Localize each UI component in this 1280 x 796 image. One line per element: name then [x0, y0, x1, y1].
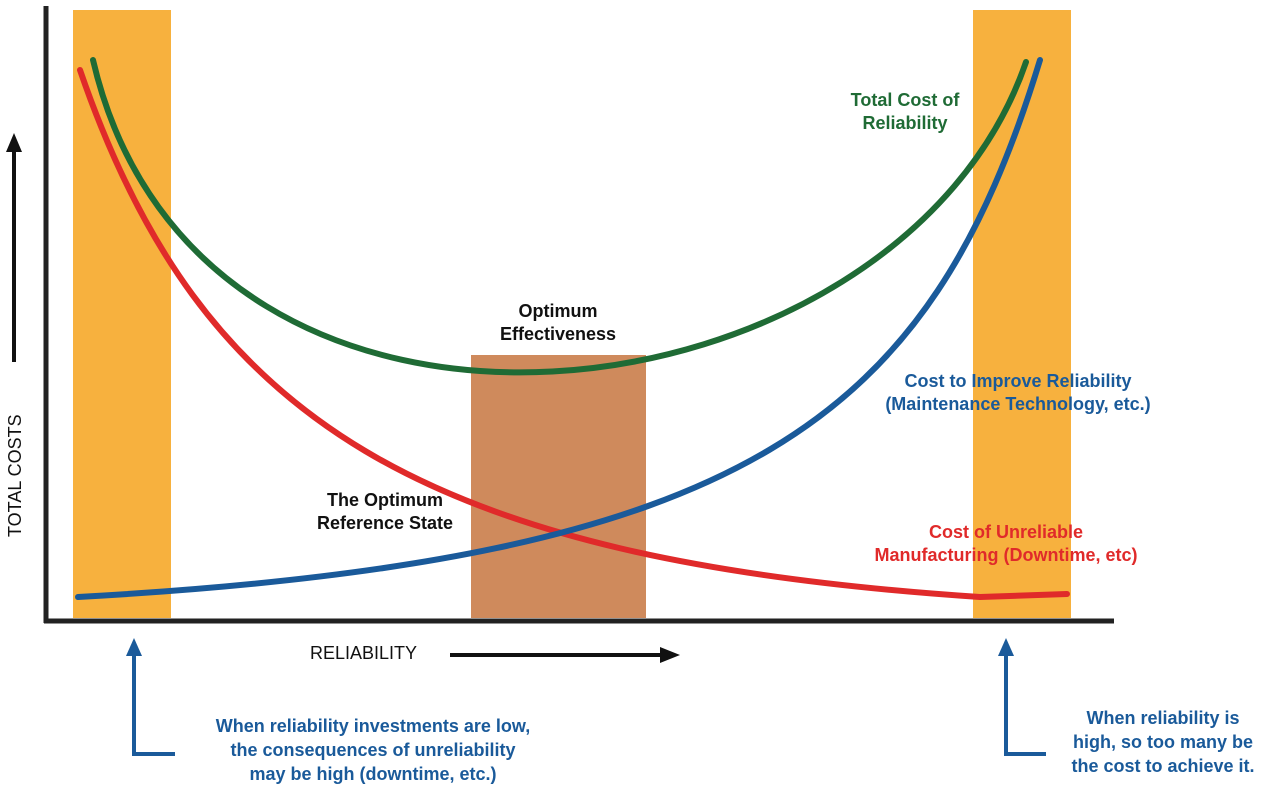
- total-cost-label-line-1: Total Cost of: [851, 90, 961, 110]
- total-cost-label-line-2: Reliability: [862, 113, 947, 133]
- x-axis-label: RELIABILITY: [310, 643, 417, 663]
- optimum-effectiveness-label-line-2: Effectiveness: [500, 324, 616, 344]
- high-reliability-note-line-2: high, so too many be: [1073, 732, 1253, 752]
- optimum-effectiveness-label-line-1: Optimum: [519, 301, 598, 321]
- high-reliability-arrow: [998, 638, 1046, 756]
- high-reliability-note-line-3: the cost to achieve it.: [1071, 756, 1254, 776]
- high-reliability-note-line-1: When reliability is: [1086, 708, 1239, 728]
- optimum-effectiveness-zone: [471, 355, 646, 618]
- cost-unreliable-label-line-1: Cost of Unreliable: [929, 522, 1083, 542]
- optimum-reference-label-line-2: Reference State: [317, 513, 453, 533]
- x-axis-arrow: [450, 647, 680, 663]
- low-investment-arrow: [126, 638, 175, 756]
- low-investment-note-line-1: When reliability investments are low,: [216, 716, 530, 736]
- y-axis-label: TOTAL COSTS: [5, 414, 25, 537]
- y-axis-arrow: [6, 133, 22, 362]
- total-cost-curve: [90, 57, 1029, 376]
- cost-improve-label-line-1: Cost to Improve Reliability: [904, 371, 1131, 391]
- cost-improve-label-line-2: (Maintenance Technology, etc.): [885, 394, 1150, 414]
- low-reliability-band: [73, 10, 171, 618]
- low-investment-note-line-3: may be high (downtime, etc.): [249, 764, 496, 784]
- low-investment-note-line-2: the consequences of unreliability: [230, 740, 515, 760]
- cost-unreliable-curve: [77, 67, 1070, 601]
- optimum-reference-label-line-1: The Optimum: [327, 490, 443, 510]
- cost-unreliable-label-line-2: Manufacturing (Downtime, etc): [874, 545, 1137, 565]
- cost-improve-curve: [75, 57, 1043, 600]
